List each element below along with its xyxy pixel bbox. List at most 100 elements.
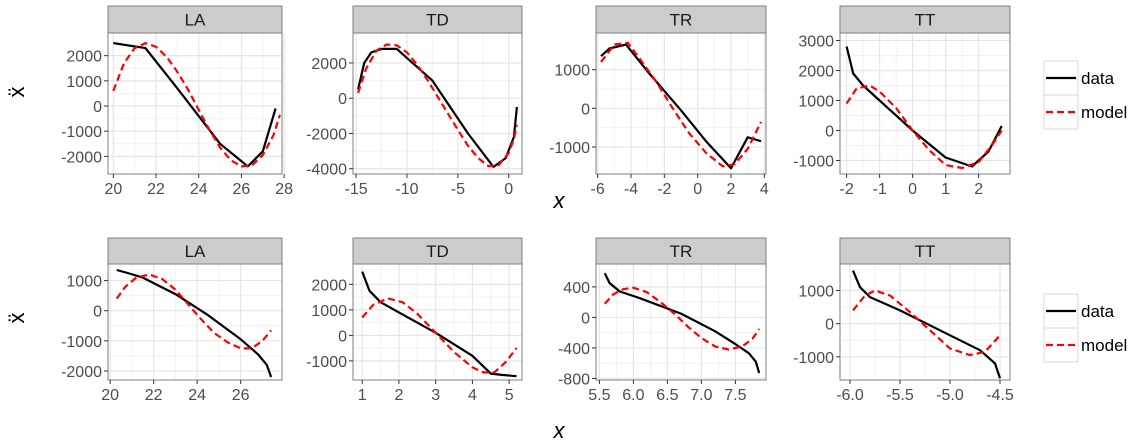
x-tick-label: -5.0 bbox=[936, 387, 964, 404]
y-tick-label: -1000 bbox=[549, 140, 590, 157]
y-tick-label: 0 bbox=[93, 304, 102, 321]
legend-label-model: model bbox=[1081, 103, 1127, 122]
facet-strip bbox=[595, 237, 767, 265]
x-tick-label: -1 bbox=[872, 181, 886, 198]
x-tick-label: 2 bbox=[394, 387, 403, 404]
x-tick-label: 2 bbox=[974, 181, 983, 198]
series-line-model bbox=[357, 43, 518, 168]
x-tick-label: 7.0 bbox=[690, 387, 712, 404]
series-line-data bbox=[600, 43, 762, 170]
facet-strip bbox=[352, 237, 523, 265]
series-line-model bbox=[361, 297, 518, 374]
series-line-data bbox=[116, 268, 273, 378]
facet-strip-label: TR bbox=[670, 11, 693, 30]
facet-panel-la: LA -2000 -1000 0 1000 20 22 24 26 bbox=[61, 237, 283, 404]
series-line-model bbox=[845, 84, 1003, 170]
x-tick-label: 4 bbox=[468, 387, 477, 404]
y-tick-label: 1000 bbox=[798, 94, 834, 111]
y-tick-label: 1000 bbox=[66, 274, 102, 291]
x-tick-label: 2 bbox=[727, 181, 736, 198]
y-tick-label: -1000 bbox=[793, 154, 834, 171]
x-tick-label: 20 bbox=[104, 181, 122, 198]
facet-strip-label: TT bbox=[915, 11, 936, 30]
x-tick-label: -5.5 bbox=[886, 387, 914, 404]
x-tick-label: 0 bbox=[693, 181, 702, 198]
facet-strip-label: TD bbox=[426, 242, 449, 261]
x-tick-label: 5 bbox=[505, 387, 514, 404]
series-line-model bbox=[852, 289, 1001, 357]
y-axis-label: ẍ bbox=[4, 313, 29, 324]
y-tick-label: 3000 bbox=[798, 34, 834, 51]
y-tick-label: 0 bbox=[825, 124, 834, 141]
series-line-model bbox=[112, 41, 281, 168]
y-tick-label: 2000 bbox=[66, 49, 102, 66]
y-tick-label: 0 bbox=[338, 91, 347, 108]
y-tick-label: -1000 bbox=[61, 334, 102, 351]
y-tick-label: 1000 bbox=[554, 63, 590, 80]
x-tick-label: 4 bbox=[760, 181, 769, 198]
y-tick-label: -4000 bbox=[306, 162, 347, 179]
x-tick-label: 24 bbox=[188, 387, 206, 404]
facet-strip-label: TR bbox=[670, 242, 693, 261]
y-tick-label: 2000 bbox=[798, 64, 834, 81]
y-tick-label: 1000 bbox=[311, 303, 347, 320]
x-tick-label: -5 bbox=[451, 181, 465, 198]
x-tick-label: 3 bbox=[431, 387, 440, 404]
series-line-model bbox=[115, 273, 272, 350]
y-tick-label: 2000 bbox=[311, 277, 347, 294]
series-line-data bbox=[851, 270, 1002, 379]
y-tick-label: 2000 bbox=[311, 56, 347, 73]
facet-strip-label: LA bbox=[185, 11, 206, 30]
y-tick-label: -2000 bbox=[61, 364, 102, 381]
x-tick-label: -15 bbox=[344, 181, 367, 198]
facet-strip bbox=[595, 5, 767, 34]
facet-strip bbox=[107, 237, 283, 265]
x-tick-label: 20 bbox=[101, 387, 119, 404]
x-tick-label: 26 bbox=[233, 181, 251, 198]
facet-strip-label: TT bbox=[915, 242, 936, 261]
facet-strip-label: TD bbox=[426, 11, 449, 30]
y-tick-label: -2000 bbox=[306, 126, 347, 143]
x-tick-label: 1 bbox=[358, 387, 367, 404]
x-tick-label: 0 bbox=[908, 181, 917, 198]
facet-panel-tr: TR -1000 0 1000 -6 -4 -2 0 2 4 bbox=[549, 5, 769, 198]
y-tick-label: 0 bbox=[93, 99, 102, 116]
legend: data model bbox=[1043, 293, 1127, 363]
y-tick-label: 1000 bbox=[798, 284, 834, 301]
y-tick-label: -400 bbox=[558, 341, 590, 358]
x-tick-label: 6.0 bbox=[622, 387, 644, 404]
x-axis-label: x bbox=[553, 418, 566, 443]
x-tick-label: -6 bbox=[591, 181, 605, 198]
x-tick-label: 22 bbox=[147, 181, 165, 198]
facet-strip bbox=[839, 5, 1011, 34]
facet-panel-td: TD -4000 -2000 0 2000 -15 -10 -5 0 bbox=[306, 5, 523, 198]
facet-panel-la: LA -2000 -1000 0 1000 2000 20 22 24 26 28 bbox=[61, 5, 293, 198]
facet-strip bbox=[839, 237, 1011, 265]
legend-label-data: data bbox=[1081, 302, 1115, 321]
series-line-model bbox=[603, 286, 761, 351]
series-line-model bbox=[600, 41, 762, 168]
x-tick-label: 5.5 bbox=[588, 387, 610, 404]
y-tick-label: 0 bbox=[581, 101, 590, 118]
series-line-data bbox=[113, 42, 277, 168]
y-tick-label: -800 bbox=[558, 371, 590, 388]
y-tick-label: 400 bbox=[563, 280, 590, 297]
x-tick-label: 26 bbox=[232, 387, 250, 404]
panel-background bbox=[108, 33, 282, 174]
x-tick-label: 1 bbox=[941, 181, 950, 198]
y-tick-label: 0 bbox=[581, 310, 590, 327]
x-tick-label: 28 bbox=[275, 181, 293, 198]
x-tick-label: 0 bbox=[504, 181, 513, 198]
x-tick-label: -10 bbox=[395, 181, 418, 198]
facet-strip bbox=[352, 5, 523, 34]
y-tick-label: -2000 bbox=[61, 149, 102, 166]
panel-background bbox=[353, 33, 522, 174]
panel-background bbox=[596, 264, 766, 380]
x-tick-label: -4.5 bbox=[986, 387, 1014, 404]
y-tick-label: 0 bbox=[338, 328, 347, 345]
y-tick-label: -1000 bbox=[61, 124, 102, 141]
panel-background bbox=[353, 264, 522, 380]
y-axis-label: ẍ bbox=[4, 87, 29, 98]
x-tick-label: 24 bbox=[190, 181, 208, 198]
